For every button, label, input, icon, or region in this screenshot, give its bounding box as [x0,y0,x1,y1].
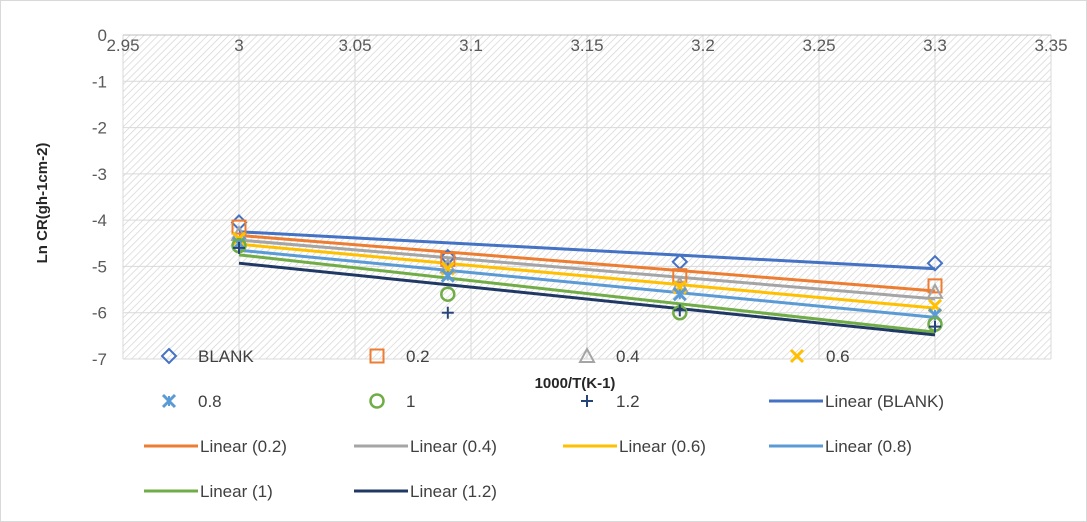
y-tick-label: -3 [92,165,107,184]
legend: BLANK 0.2 0.4 0.6 0.8 1 1.2 Linear (BLANK) Linea… [144,346,944,501]
y-tick-label: -4 [92,211,107,230]
legend-label: Linear (0.6) [619,437,706,456]
x-axis-title: 1000/T(K-1) [535,375,616,392]
trendline-2 [238,238,936,301]
data-point-4-2 [672,287,687,302]
y-tick-labels: 0 -1 -2 -3 -4 -5 -6 -7 [92,26,107,369]
y-tick-label: -2 [92,119,107,138]
data-point-1-3 [927,278,943,294]
trendline-4 [238,248,936,319]
data-point-2-3 [926,282,944,299]
legend-label: Linear (BLANK) [825,392,944,411]
data-point-6-3 [929,320,941,333]
legend-label: Linear (0.4) [410,437,497,456]
x-tick-label: 2.95 [106,36,139,55]
x-tick-label: 3 [234,36,243,55]
data-point-6-2 [673,304,686,317]
legend-label: Linear (0.8) [825,437,912,456]
legend-label: 1.2 [616,392,640,411]
data-point-1-0 [231,219,247,235]
data-point-6-0 [233,241,245,254]
trendline-1 [238,233,936,293]
legend-marker-3 [789,348,805,364]
data-points [230,214,944,333]
trendline-6 [238,261,936,337]
legend-label: Linear (0.2) [200,437,287,456]
y-tick-label: -6 [92,304,107,323]
data-point-5-1 [440,286,456,302]
data-point-0-3 [926,254,944,272]
x-tick-label: 3.1 [459,36,483,55]
legend-label: Linear (1) [200,482,273,501]
legend-marker-6 [581,395,593,407]
y-tick-label: -5 [92,257,107,276]
legend-marker-4 [161,393,177,409]
x-tick-label: 3.2 [691,36,715,55]
data-point-1-1 [440,251,456,267]
x-tick-labels: 2.95 3 3.05 3.1 3.15 3.2 3.25 3.3 3.35 [106,36,1067,55]
legend-label: Linear (1.2) [410,482,497,501]
trendline-5 [238,253,936,334]
x-tick-label: 3.05 [338,36,371,55]
legend-label: 0.8 [198,392,222,411]
y-tick-label: 0 [98,26,107,45]
y-axis-title: Ln CR(gh-1cm-2) [34,143,51,264]
y-tick-label: -1 [92,72,107,91]
legend-label: 0.4 [616,347,640,366]
x-tick-label: 3.35 [1034,36,1067,55]
data-point-6-1 [441,306,454,319]
trendline-3 [238,242,936,310]
x-tick-label: 3.15 [570,36,603,55]
legend-marker-5 [369,393,385,409]
x-tick-label: 3.3 [923,36,947,55]
x-tick-label: 3.25 [802,36,835,55]
legend-label: BLANK [198,347,254,366]
legend-marker-1 [369,348,385,364]
data-point-4-1 [440,268,455,283]
legend-marker-0 [160,347,178,365]
legend-label: 0.2 [406,347,430,366]
y-tick-label: -7 [92,350,107,369]
gridlines [122,34,1052,360]
legend-marker-2 [578,346,596,363]
data-point-1-2 [672,268,688,284]
legend-label: 1 [406,392,415,411]
trendlines [238,230,936,337]
legend-label: 0.6 [826,347,850,366]
data-point-0-1 [439,248,457,266]
trendline-0 [238,230,936,271]
